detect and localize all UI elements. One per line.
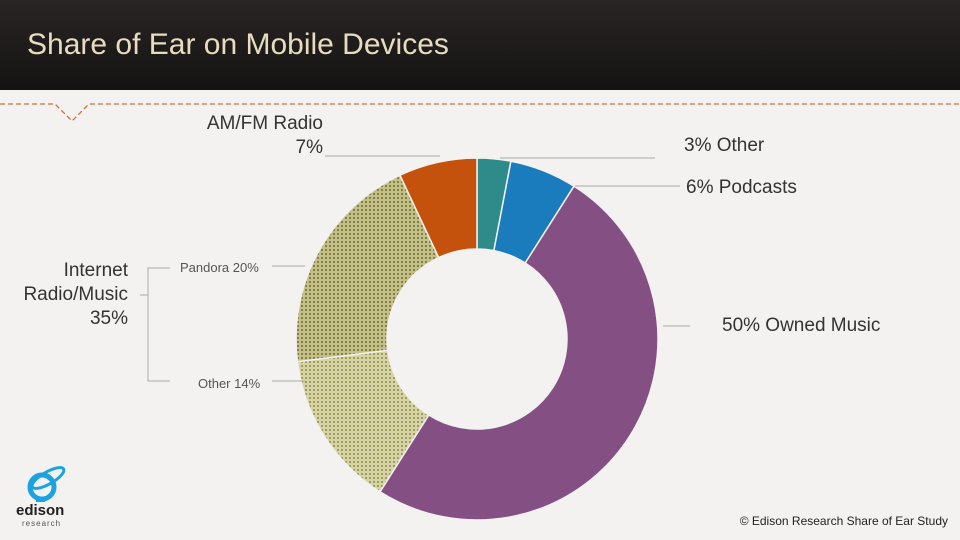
leader-lines [140, 155, 690, 382]
label-internet-2: Radio/Music [23, 284, 128, 305]
slice-am-fm-radio [398, 157, 478, 259]
label-amfm-line2: 7% [295, 137, 323, 158]
logo-subtext: research [22, 519, 62, 528]
label-amfm-line1: AM/FM Radio [206, 113, 323, 134]
header-divider [0, 103, 960, 122]
label-internet-other: Other 14% [198, 376, 261, 391]
slice-owned-music [378, 185, 659, 521]
label-internet-1: Internet [63, 260, 128, 281]
slice-internet-radio-music-pandora [295, 174, 440, 363]
edison-logo-icon [27, 466, 66, 502]
label-owned-music: 50% Owned Music [722, 315, 881, 336]
label-pandora: Pandora 20% [180, 260, 259, 275]
copyright: © Edison Research Share of Ear Study [739, 514, 948, 528]
logo-text: edison [16, 502, 65, 519]
page-title: Share of Ear on Mobile Devices [27, 28, 449, 61]
label-podcasts: 6% Podcasts [686, 177, 797, 198]
label-internet-3: 35% [89, 308, 128, 329]
header-bar [0, 0, 960, 90]
label-other: 3% Other [684, 135, 765, 156]
